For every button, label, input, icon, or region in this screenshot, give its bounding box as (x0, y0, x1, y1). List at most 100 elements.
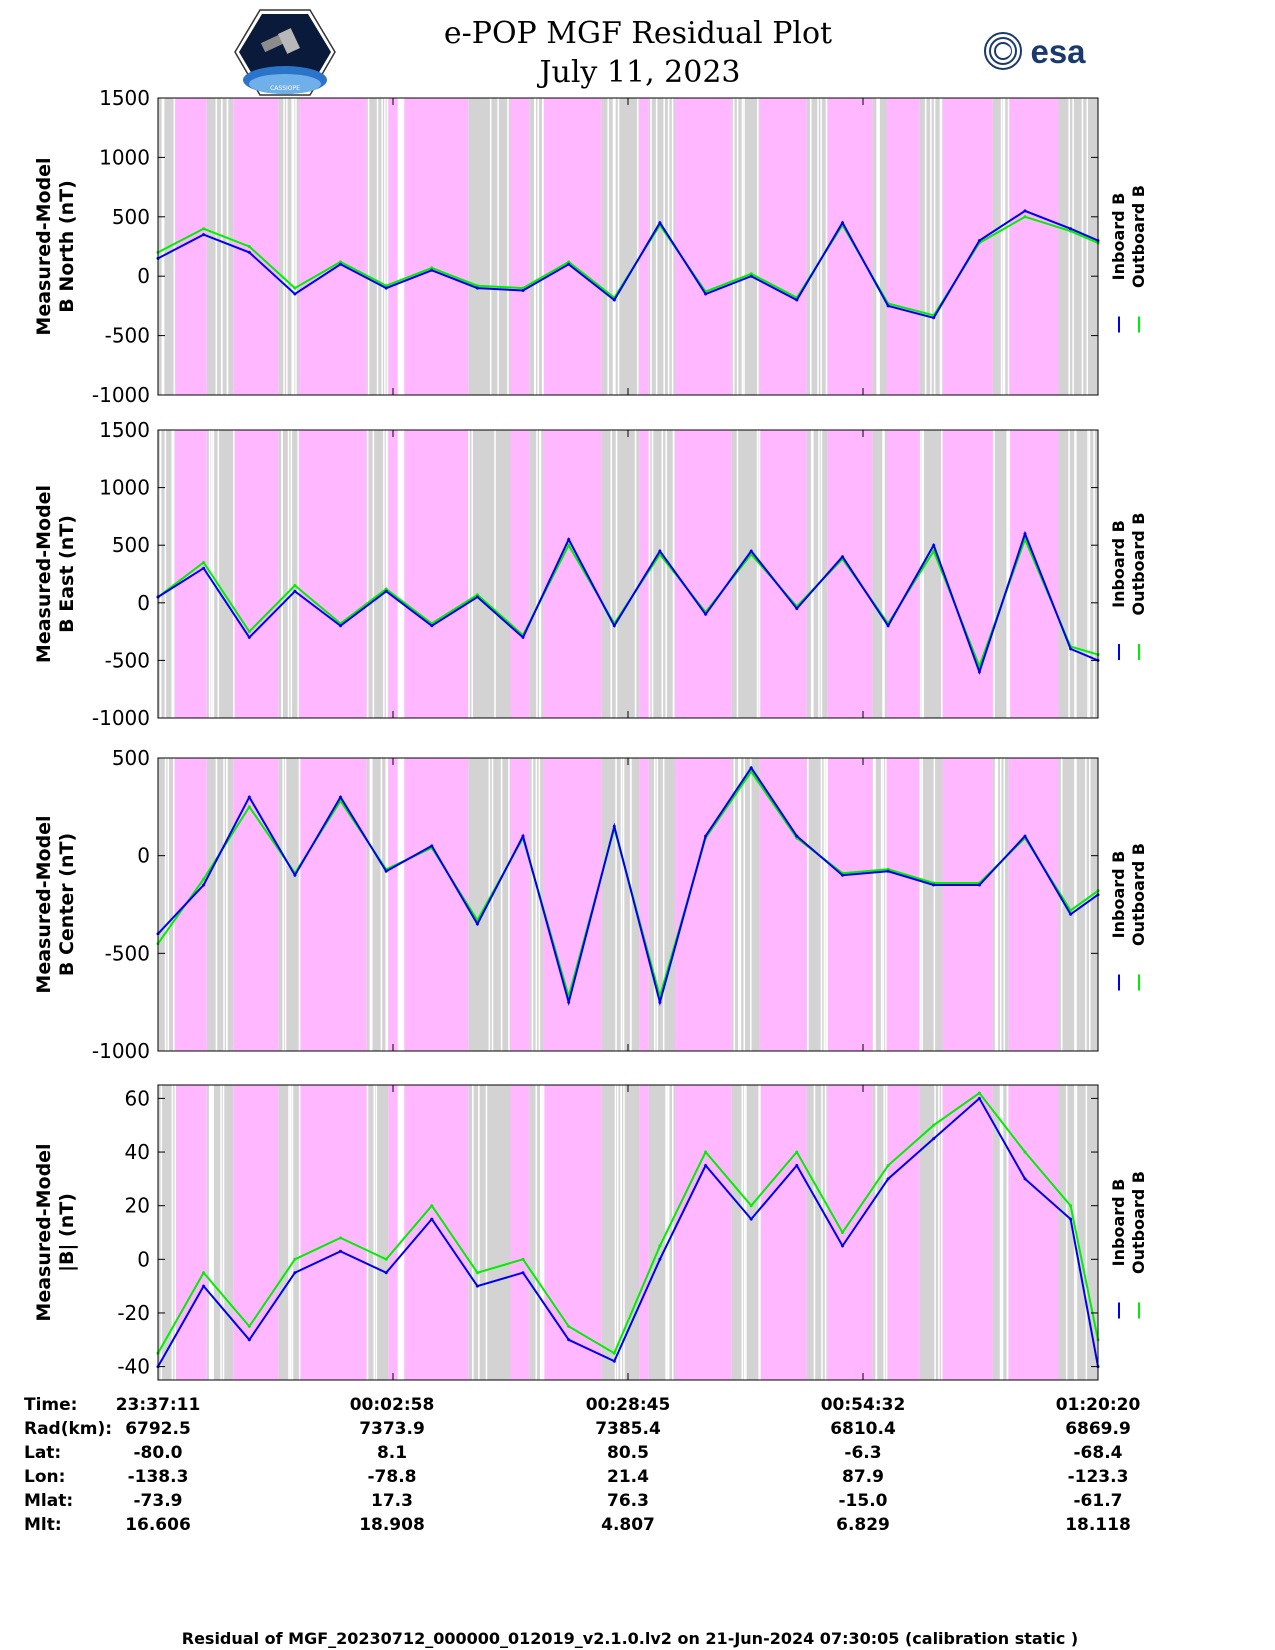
inboard-point (293, 589, 297, 593)
gap-stripe (367, 98, 370, 395)
chart-subtitle: July 11, 2023 (536, 55, 740, 90)
data-gap-band (158, 98, 175, 395)
gap-stripe (1075, 430, 1077, 718)
outboard-point (1023, 215, 1027, 219)
data-gap-band (158, 430, 175, 718)
gap-stripe (471, 430, 473, 718)
gap-stripe (291, 98, 293, 395)
gap-stripe (826, 758, 828, 1051)
gap-stripe (159, 430, 162, 718)
gap-stripe (1001, 1085, 1004, 1380)
data-gap-band (648, 1085, 675, 1380)
data-gap-band (468, 98, 511, 395)
info-cell: 21.4 (607, 1467, 649, 1487)
background-bands (158, 98, 1098, 395)
eclipse-band (1008, 98, 1059, 395)
gap-stripe (386, 430, 388, 718)
outboard-point (339, 1236, 342, 1240)
gap-stripe (939, 98, 942, 395)
chart-title: e-POP MGF Residual Plot (444, 16, 832, 51)
gap-stripe (535, 1085, 537, 1380)
gap-stripe (617, 98, 620, 395)
gap-stripe (538, 430, 541, 718)
inboard-point (612, 1359, 616, 1363)
gap-stripe (171, 430, 173, 718)
info-cell: 17.3 (371, 1491, 413, 1511)
y-tick-label: 500 (112, 533, 150, 557)
eclipse-band (510, 98, 530, 395)
gap-stripe (1074, 430, 1076, 718)
gap-stripe (289, 1085, 292, 1380)
inboard-point (841, 873, 844, 877)
eclipse-band (759, 98, 807, 395)
gap-stripe (1006, 430, 1008, 718)
outboard-point (749, 272, 753, 276)
gap-stripe (292, 98, 295, 395)
outboard-point (293, 1257, 297, 1261)
gap-stripe (210, 1085, 212, 1380)
y-tick-label: 60 (125, 1086, 150, 1110)
inboard-point (339, 624, 342, 628)
gap-stripe (736, 430, 739, 718)
header: CASSIOPE e-POP MGF Residual Plot July 11… (234, 9, 1086, 96)
gap-stripe (508, 758, 510, 1051)
data-gap-band (919, 430, 943, 718)
outboard-point (567, 260, 571, 264)
data-gap-band (1058, 430, 1098, 718)
gap-stripe (922, 430, 924, 718)
inboard-point (932, 1137, 936, 1141)
gap-stripe (485, 1085, 488, 1380)
outboard-point (567, 1324, 571, 1328)
legend: Inboard B Outboard B (1109, 185, 1148, 333)
eclipse-band (299, 98, 367, 395)
inboard-point (658, 1257, 662, 1261)
inboard-point (202, 883, 206, 887)
data-gap-band (529, 98, 544, 395)
gap-stripe (812, 430, 814, 718)
y-tick-label: 20 (125, 1194, 150, 1218)
panel-b-east: 1500 1000 500 0 -500 -1000 Measured-Model B Eas… (33, 418, 1148, 730)
gap-stripe (212, 430, 215, 718)
gap-stripe (1008, 430, 1011, 718)
gap-stripe (877, 98, 879, 395)
gap-stripe (489, 98, 492, 395)
gap-stripe (172, 430, 175, 718)
gap-stripe (535, 758, 538, 1051)
inboard-point (795, 1164, 799, 1167)
y-axis-label: Measured-Model (33, 485, 55, 663)
gap-stripe (173, 758, 175, 1051)
inboard-point (704, 612, 708, 616)
data-gap-band (468, 430, 511, 718)
inboard-point (1069, 1217, 1073, 1221)
y-axis-label: Measured-Model (33, 815, 55, 993)
gap-stripe (875, 1085, 878, 1380)
eclipse-band (510, 430, 530, 718)
info-row-label: Lat: (24, 1443, 61, 1463)
outboard-point (704, 1150, 708, 1154)
eclipse-band (388, 98, 398, 395)
gap-stripe (614, 98, 616, 395)
info-cell: -73.9 (134, 1491, 183, 1511)
y-tick-label: -1000 (92, 1039, 150, 1063)
eclipse-band (233, 430, 279, 718)
gap-stripe (223, 758, 225, 1051)
y-tick-label: -40 (117, 1355, 150, 1379)
gap-stripe (386, 98, 389, 395)
y-tick-label: 40 (125, 1140, 150, 1164)
gap-stripe (164, 758, 167, 1051)
gap-stripe (540, 1085, 543, 1380)
inboard-point (521, 289, 525, 292)
eclipse-band (675, 98, 732, 395)
gap-stripe (756, 430, 759, 718)
y-tick-label: 1500 (99, 418, 150, 442)
inboard-point (795, 607, 799, 611)
gap-stripe (650, 98, 652, 395)
gap-stripe (672, 430, 675, 718)
inboard-point (704, 1164, 708, 1167)
gap-stripe (233, 430, 235, 718)
data-gap-band (648, 758, 675, 1051)
outboard-point (886, 1164, 890, 1167)
eclipse-band (233, 98, 279, 395)
outboard-point (475, 1271, 479, 1275)
eclipse-band (1008, 758, 1059, 1051)
